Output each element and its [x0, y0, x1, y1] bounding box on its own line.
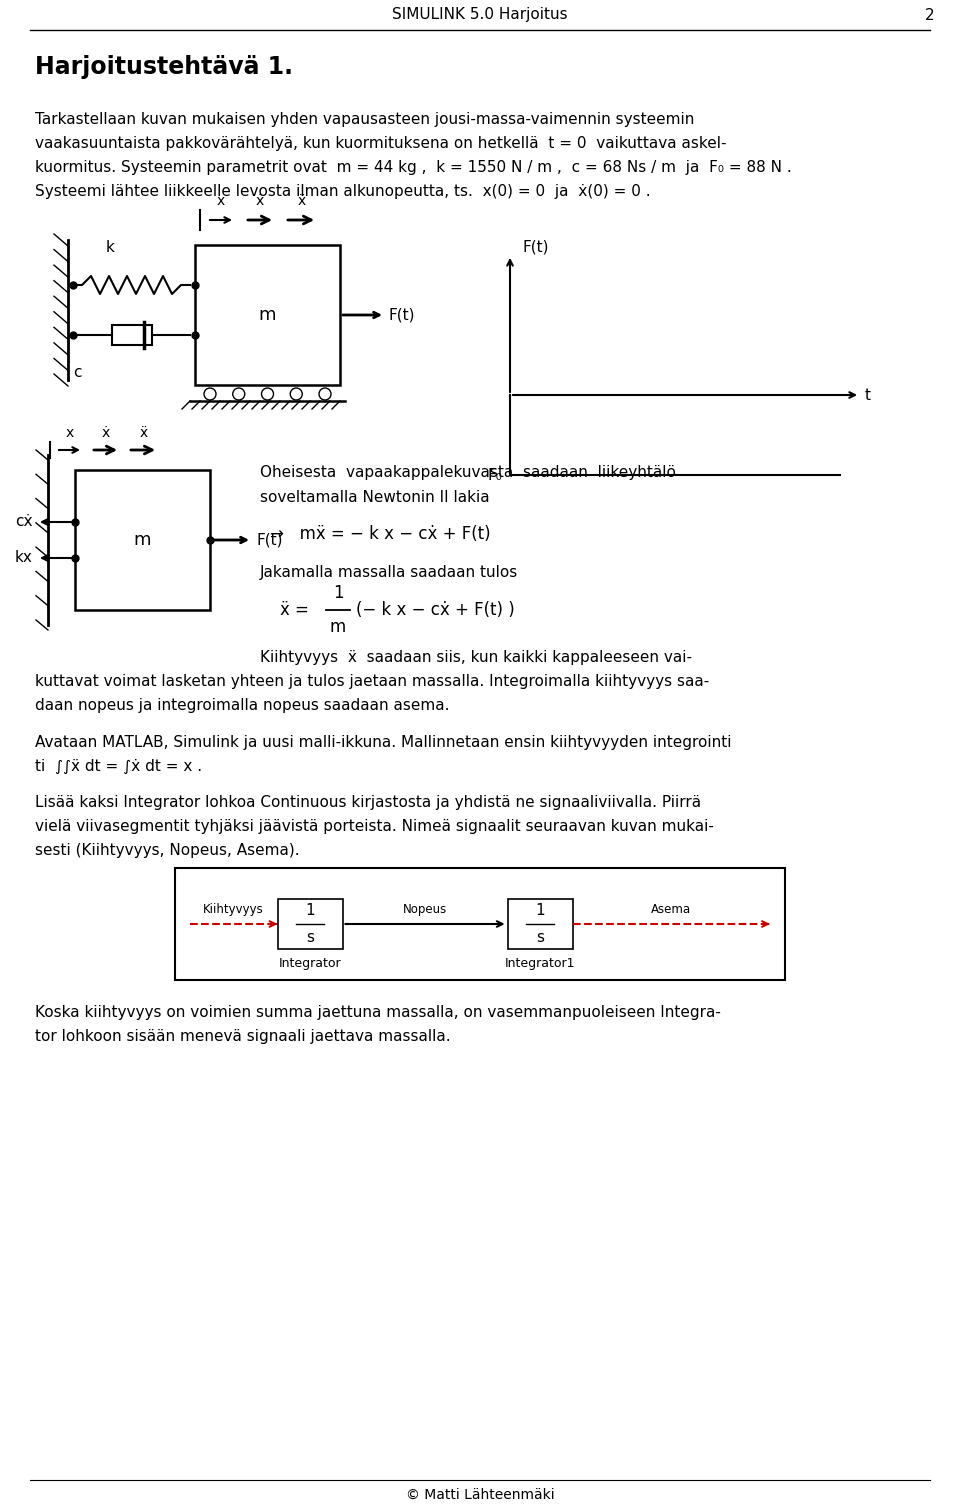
- Text: m: m: [133, 531, 152, 549]
- Text: Kiihtyvyys: Kiihtyvyys: [204, 903, 264, 915]
- Text: 1: 1: [305, 903, 315, 918]
- Text: © Matti Lähteenmäki: © Matti Lähteenmäki: [406, 1488, 554, 1502]
- Text: ẋ: ẋ: [256, 195, 264, 208]
- Text: x: x: [217, 195, 226, 208]
- Text: x: x: [66, 425, 74, 440]
- Text: t: t: [865, 388, 871, 403]
- Bar: [508, 899, 572, 949]
- Text: →   mẍ = − k x − cẋ + F(t): → mẍ = − k x − cẋ + F(t): [270, 525, 491, 543]
- Circle shape: [261, 388, 274, 400]
- Text: F(t): F(t): [388, 308, 415, 323]
- Text: vaakasuuntaista pakkovärähtelyä, kun kuormituksena on hetkellä  t = 0  vaikuttav: vaakasuuntaista pakkovärähtelyä, kun kuo…: [35, 136, 727, 151]
- Text: Koska kiihtyvyys on voimien summa jaettuna massalla, on vasemmanpuoleiseen Integ: Koska kiihtyvyys on voimien summa jaettu…: [35, 1004, 721, 1019]
- Text: soveltamalla Newtonin II lakia: soveltamalla Newtonin II lakia: [260, 490, 490, 505]
- Text: tor lohkoon sisään menevä signaali jaettava massalla.: tor lohkoon sisään menevä signaali jaett…: [35, 1028, 450, 1044]
- Bar: [111, 326, 152, 345]
- Text: Kiihtyvyys  ẍ  saadaan siis, kun kaikki kappaleeseen vai-: Kiihtyvyys ẍ saadaan siis, kun kaikki ka…: [260, 650, 692, 665]
- Text: F₀: F₀: [487, 467, 502, 483]
- Text: kx: kx: [15, 550, 33, 566]
- Text: m: m: [330, 618, 347, 636]
- Circle shape: [204, 388, 216, 400]
- Text: (− k x − cẋ + F(t) ): (− k x − cẋ + F(t) ): [356, 602, 515, 618]
- Circle shape: [319, 388, 331, 400]
- Text: vielä viivasegmentit tyhjäksi jäävistä porteista. Nimeä signaalit seuraavan kuva: vielä viivasegmentit tyhjäksi jäävistä p…: [35, 819, 714, 834]
- Text: Integrator: Integrator: [278, 958, 342, 970]
- Text: 1: 1: [535, 903, 545, 918]
- Text: ẍ: ẍ: [140, 425, 148, 440]
- Text: cẋ: cẋ: [15, 514, 33, 529]
- Bar: [195, 244, 340, 385]
- Text: ẋ: ẋ: [102, 425, 110, 440]
- Text: s: s: [536, 930, 544, 946]
- Text: Lisää kaksi Integrator lohkoa Continuous kirjastosta ja yhdistä ne signaaliviiva: Lisää kaksi Integrator lohkoa Continuous…: [35, 795, 701, 810]
- Text: daan nopeus ja integroimalla nopeus saadaan asema.: daan nopeus ja integroimalla nopeus saad…: [35, 698, 449, 713]
- Text: sesti (Kiihtyvyys, Nopeus, Asema).: sesti (Kiihtyvyys, Nopeus, Asema).: [35, 843, 300, 858]
- Text: s: s: [306, 930, 314, 946]
- Text: Avataan MATLAB, Simulink ja uusi malli-ikkuna. Mallinnetaan ensin kiihtyvyyden i: Avataan MATLAB, Simulink ja uusi malli-i…: [35, 734, 732, 749]
- Circle shape: [232, 388, 245, 400]
- Text: m: m: [259, 306, 276, 324]
- Bar: [277, 899, 343, 949]
- Text: 1: 1: [333, 584, 344, 602]
- Circle shape: [290, 388, 302, 400]
- Text: Harjoitustehtävä 1.: Harjoitustehtävä 1.: [35, 54, 293, 78]
- Text: ti  ∫∫ẍ dt = ∫ẋ dt = x .: ti ∫∫ẍ dt = ∫ẋ dt = x .: [35, 759, 203, 774]
- Text: kuttavat voimat lasketan yhteen ja tulos jaetaan massalla. Integroimalla kiihtyv: kuttavat voimat lasketan yhteen ja tulos…: [35, 674, 709, 689]
- Text: F(t): F(t): [522, 240, 548, 255]
- Text: ẍ =: ẍ =: [280, 602, 309, 618]
- Text: F(t): F(t): [256, 532, 282, 547]
- Text: k: k: [106, 240, 114, 255]
- Text: c: c: [73, 365, 82, 380]
- Text: ẍ: ẍ: [298, 195, 306, 208]
- Text: Systeemi lähtee liikkeelle levosta ilman alkunopeutta, ts.  x(0) = 0  ja  ẋ(0) =: Systeemi lähtee liikkeelle levosta ilman…: [35, 184, 651, 199]
- Text: Tarkastellaan kuvan mukaisen yhden vapausasteen jousi-massa-vaimennin systeemin: Tarkastellaan kuvan mukaisen yhden vapau…: [35, 112, 694, 127]
- Text: Nopeus: Nopeus: [403, 903, 447, 915]
- Text: Asema: Asema: [651, 903, 691, 915]
- Text: Oheisesta  vapaakappalekuvasta  saadaan  liikeyhtälö: Oheisesta vapaakappalekuvasta saadaan li…: [260, 464, 676, 480]
- Bar: [75, 470, 210, 611]
- Text: SIMULINK 5.0 Harjoitus: SIMULINK 5.0 Harjoitus: [393, 8, 567, 23]
- Text: kuormitus. Systeemin parametrit ovat  m = 44 kg ,  k = 1550 N / m ,  c = 68 Ns /: kuormitus. Systeemin parametrit ovat m =…: [35, 160, 792, 175]
- Text: Jakamalla massalla saadaan tulos: Jakamalla massalla saadaan tulos: [260, 566, 518, 581]
- Text: 2: 2: [925, 8, 935, 23]
- Text: Integrator1: Integrator1: [505, 958, 575, 970]
- Bar: [175, 869, 785, 980]
